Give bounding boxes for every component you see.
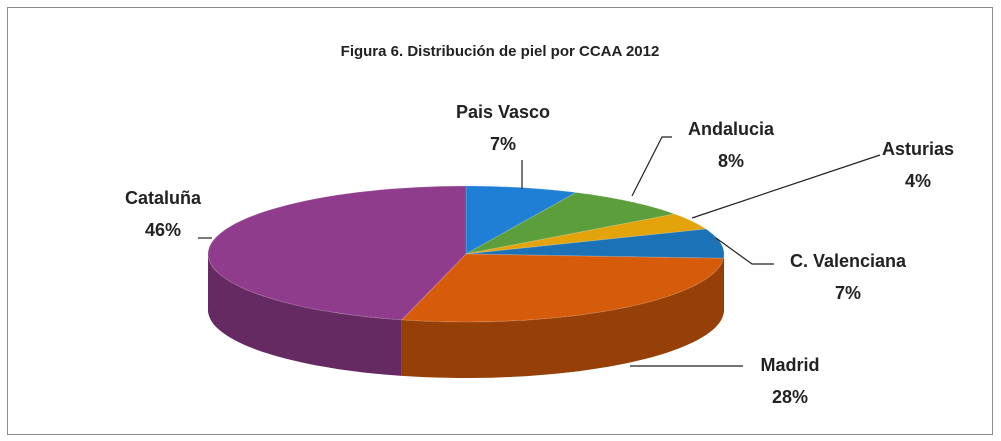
slice-side — [723, 254, 724, 315]
category-label: Cataluña — [125, 188, 202, 208]
slice — [400, 253, 725, 323]
slice — [207, 185, 467, 321]
category-label: Madrid — [760, 355, 819, 375]
category-label: Andalucia — [688, 119, 775, 139]
value-label: 7% — [490, 134, 516, 154]
slice — [465, 191, 675, 255]
leader-line — [631, 136, 672, 197]
slice-side — [208, 254, 402, 376]
slice-side — [401, 258, 724, 378]
value-label: 7% — [835, 283, 861, 303]
value-label: 4% — [905, 171, 931, 191]
chart-title: Figura 6. Distribución de piel por CCAA … — [341, 43, 660, 60]
leader-line — [715, 237, 774, 265]
category-label: C. Valenciana — [790, 251, 907, 271]
slice — [465, 228, 725, 259]
category-label: Pais Vasco — [456, 102, 550, 122]
slice — [465, 213, 708, 255]
leader-line — [691, 154, 881, 219]
value-label: 28% — [772, 387, 808, 407]
value-label: 8% — [718, 151, 744, 171]
value-label: 46% — [145, 220, 181, 240]
category-label: Asturias — [882, 139, 954, 159]
